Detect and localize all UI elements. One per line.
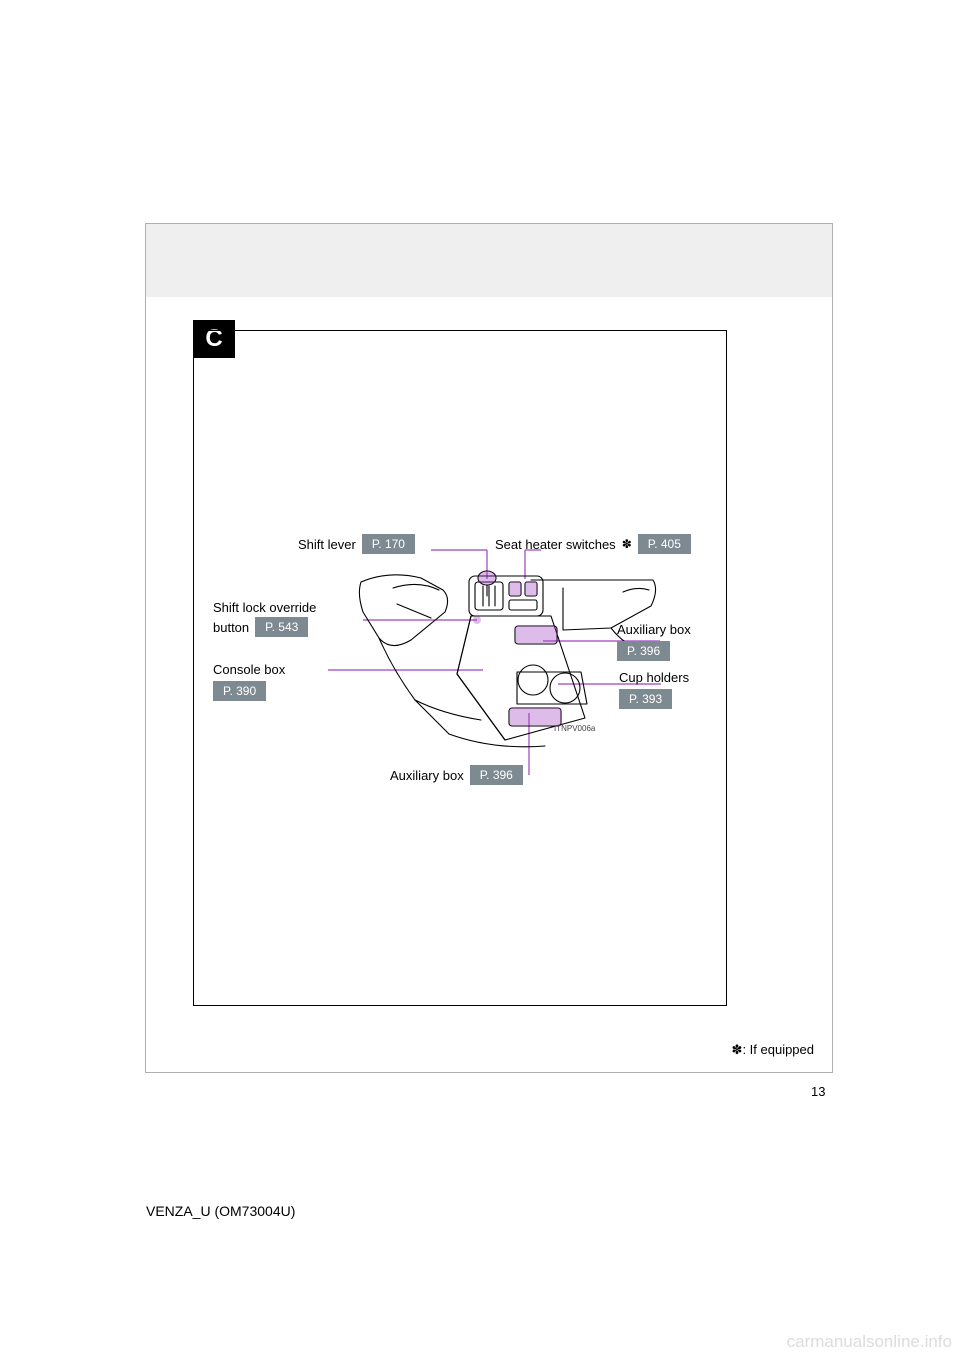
callout-shift-lever: Shift lever P. 170 (298, 534, 415, 554)
callout-aux-bottom: Auxiliary box P. 396 (390, 765, 523, 785)
page-frame: C (145, 223, 833, 1073)
callout-seat-heater: Seat heater switches ✽ P. 405 (495, 534, 691, 554)
footer-text: VENZA_U (OM73004U) (146, 1203, 295, 1219)
label-seat-heater: Seat heater switches (495, 537, 616, 552)
callout-aux-right: Auxiliary box P. 396 (617, 622, 691, 661)
footnote-text: ✽: If equipped (732, 1042, 814, 1057)
callout-cup-holders: Cup holders P. 393 (619, 670, 689, 709)
label-shift-lock-1: Shift lock override (213, 600, 316, 615)
page-ref-aux-bottom[interactable]: P. 396 (470, 765, 523, 785)
callout-shift-lock: Shift lock override button P. 543 (213, 600, 316, 637)
label-shift-lock-2: button (213, 620, 249, 635)
label-aux-bottom: Auxiliary box (390, 768, 464, 783)
figure-code: ITNPV006a (554, 724, 595, 733)
page-ref-shift-lock[interactable]: P. 543 (255, 617, 308, 637)
label-cup-holders: Cup holders (619, 670, 689, 685)
asterisk-seat-heater: ✽ (622, 537, 632, 551)
label-aux-right: Auxiliary box (617, 622, 691, 637)
page-ref-shift-lever[interactable]: P. 170 (362, 534, 415, 554)
page-number: 13 (811, 1084, 825, 1099)
page-ref-seat-heater[interactable]: P. 405 (638, 534, 691, 554)
page-ref-cup-holders[interactable]: P. 393 (619, 689, 672, 709)
page-ref-aux-right[interactable]: P. 396 (617, 641, 670, 661)
watermark: carmanualsonline.info (787, 1332, 952, 1352)
label-shift-lever: Shift lever (298, 537, 356, 552)
label-console-box: Console box (213, 662, 285, 677)
callout-console-box: Console box P. 390 (213, 662, 285, 701)
footnote: ✽: If equipped (732, 1042, 814, 1058)
header-band (146, 224, 832, 297)
page-ref-console-box[interactable]: P. 390 (213, 681, 266, 701)
